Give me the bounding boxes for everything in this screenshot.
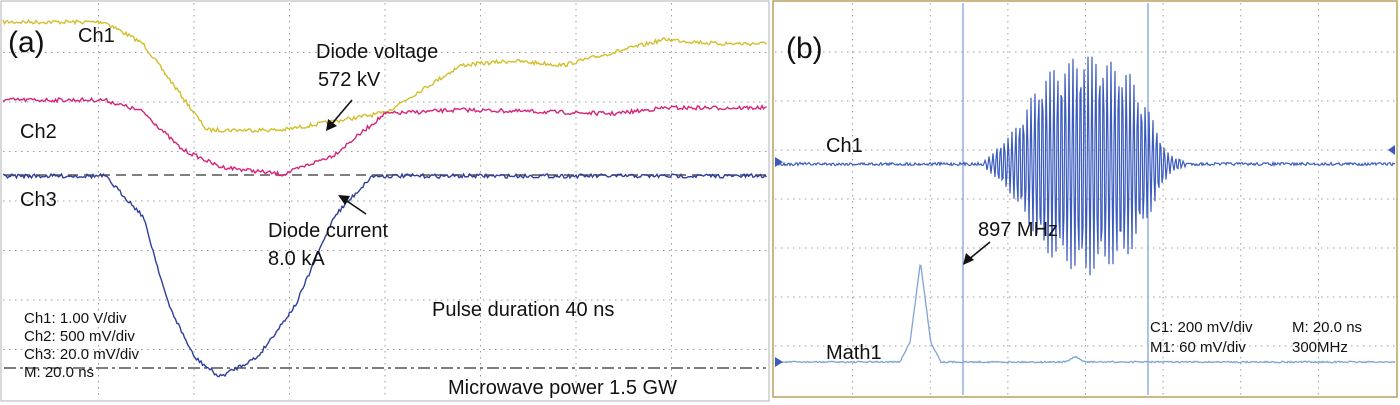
panel-b-setting-c1: C1: 200 mV/div — [1150, 319, 1253, 336]
ch3-trace — [2, 172, 768, 378]
diode-voltage-title: Diode voltage — [316, 41, 438, 63]
panel-b-setting-freq: 300MHz — [1292, 339, 1348, 356]
current-arrow — [343, 198, 367, 215]
voltage-arrowhead — [326, 119, 337, 131]
diode-voltage-value: 572 kV — [318, 69, 381, 91]
pulse-duration-text: Pulse duration 40 ns — [432, 299, 614, 321]
voltage-arrow — [329, 99, 353, 127]
ch1-label: Ch1 — [78, 25, 115, 47]
panel-b-math1-trace — [775, 263, 1396, 364]
panel-b-setting-m: M: 20.0 ns — [1292, 319, 1362, 336]
panel-a-label: (a) — [8, 26, 45, 59]
ch3-label: Ch3 — [20, 189, 57, 211]
panel-b-math-marker — [775, 357, 783, 367]
panel-b-trigger-marker — [1388, 145, 1395, 155]
ch2-trace — [2, 96, 767, 177]
diode-current-title: Diode current — [268, 220, 389, 242]
panel-b-ch1-label: Ch1 — [826, 135, 863, 157]
diode-current-value: 8.0 kA — [268, 248, 325, 270]
panel-b-ch1-trace — [775, 56, 1396, 276]
settings-time: M: 20.0 ns — [24, 364, 94, 381]
frequency-arrowhead — [963, 253, 974, 265]
panel-b-ch1-marker — [775, 157, 783, 167]
panel-b-setting-m1: M1: 60 mV/div — [1150, 339, 1246, 356]
panel-b-math1-label: Math1 — [826, 342, 882, 364]
panel-b-label: (b) — [786, 32, 823, 65]
settings-ch1: Ch1: 1.00 V/div — [24, 310, 127, 327]
current-arrowhead — [338, 195, 350, 205]
frequency-label: 897 MHz — [978, 219, 1058, 241]
frequency-arrow — [967, 241, 991, 261]
panel-a-grid — [3, 3, 767, 395]
microwave-power-text: Microwave power 1.5 GW — [448, 377, 677, 399]
settings-ch2: Ch2: 500 mV/div — [24, 328, 135, 345]
ch2-label: Ch2 — [20, 121, 57, 143]
settings-ch3: Ch3: 20.0 mV/div — [24, 346, 140, 363]
